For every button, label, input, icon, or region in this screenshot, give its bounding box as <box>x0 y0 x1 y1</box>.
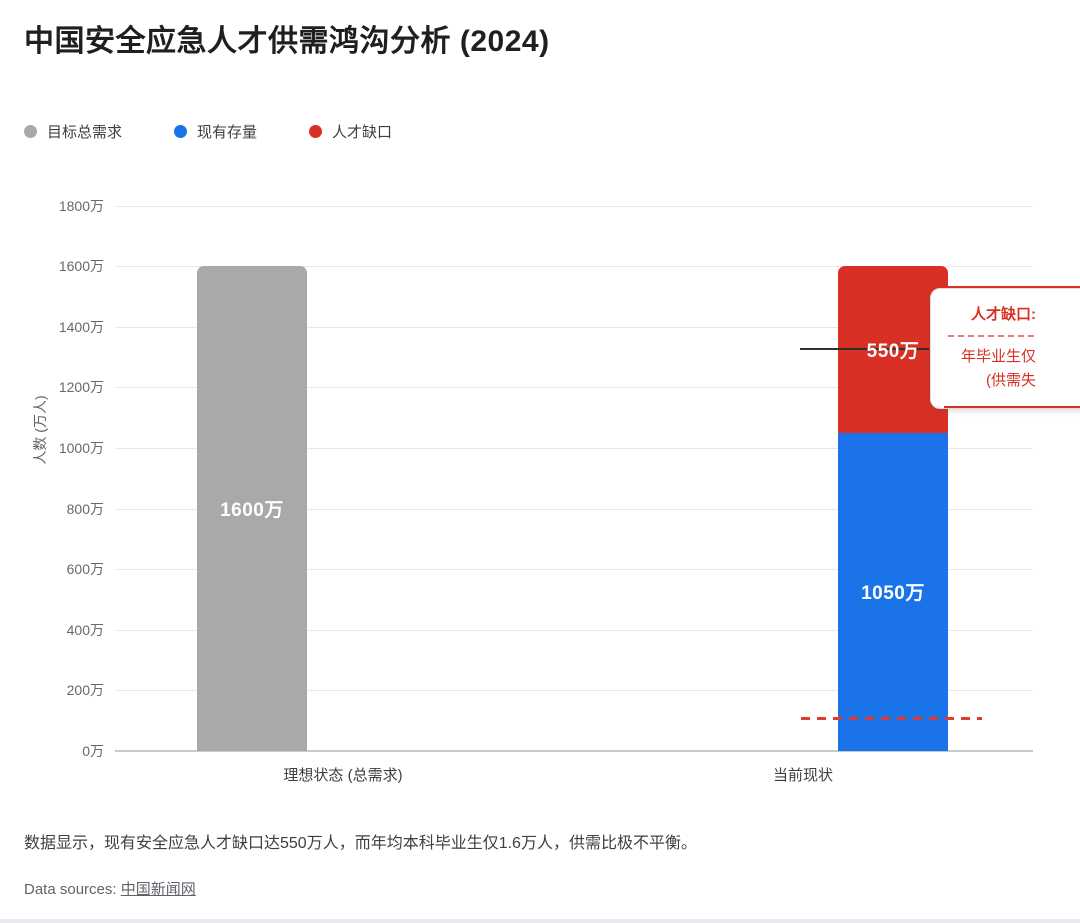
legend-item-target-demand[interactable]: 目标总需求 <box>24 121 122 142</box>
callout-leader-line <box>800 348 929 350</box>
chart-caption: 数据显示，现有安全应急人才缺口达550万人，而年均本科毕业生仅1.6万人，供需比… <box>24 835 697 852</box>
gridline-1000 <box>115 448 1033 449</box>
legend-label-target-demand: 目标总需求 <box>47 124 123 141</box>
bar-label-target-demand: 1600万 <box>220 500 284 522</box>
annotation-line-3: (供需失 <box>986 372 1036 389</box>
legend-dot-current-stock <box>174 125 188 138</box>
bar-label-current-stock: 1050万 <box>861 583 925 605</box>
annotation-dashed-separator <box>948 335 1034 337</box>
bar-target-demand <box>197 266 307 751</box>
legend-label-talent-gap: 人才缺口 <box>332 124 393 141</box>
legend-label-current-stock: 现有存量 <box>197 124 258 141</box>
x-axis-label-ideal: 理想状态 (总需求) <box>283 767 403 784</box>
data-sources: Data sources: 中国新闻网 <box>24 880 196 900</box>
gridline-1200 <box>115 387 1033 388</box>
y-tick-label: 1800万 <box>58 198 104 214</box>
gridline-1400 <box>115 327 1033 328</box>
y-tick-label: 600万 <box>66 561 104 577</box>
legend-dot-talent-gap <box>309 125 323 138</box>
chart-title: 中国安全应急人才供需鸿沟分析 (2024) <box>24 25 550 58</box>
y-tick-label: 1600万 <box>58 258 104 274</box>
x-axis-label-current: 当前现状 <box>772 767 833 784</box>
chart-legend: 目标总需求 现有存量 人才缺口 <box>24 121 392 142</box>
bar-label-talent-gap: 550万 <box>866 341 920 362</box>
gridline-200 <box>115 690 1033 691</box>
y-tick-label: 800万 <box>66 501 104 517</box>
y-tick-label: 1000万 <box>58 440 104 456</box>
y-tick-label: 400万 <box>66 622 104 638</box>
gridline-600 <box>115 569 1033 570</box>
gridline-1600 <box>115 266 1033 267</box>
gridline-0 <box>115 750 1033 752</box>
annotation-text-block: 人才缺口: 年毕业生仅 (供需失 <box>931 289 1036 408</box>
y-tick-label: 200万 <box>66 682 104 698</box>
annotation-title: 人才缺口: <box>971 306 1036 323</box>
gridline-400 <box>115 630 1033 631</box>
red-dashed-reference-line <box>801 717 982 720</box>
bottom-divider <box>0 919 1080 923</box>
annotation-border-bottom <box>944 406 1080 408</box>
data-sources-prefix: Data sources: <box>24 881 121 898</box>
annotation-callout: 人才缺口: 年毕业生仅 (供需失 <box>930 288 1080 409</box>
y-tick-label: 1200万 <box>58 379 104 395</box>
gridline-1800 <box>115 206 1033 207</box>
y-tick-label: 1400万 <box>58 319 104 335</box>
source-link[interactable]: 中国新闻网 <box>120 881 196 898</box>
annotation-border-top <box>944 286 1080 288</box>
legend-item-current-stock[interactable]: 现有存量 <box>174 121 257 142</box>
bar-current-stock <box>838 432 948 751</box>
gridline-800 <box>115 509 1033 510</box>
legend-dot-target-demand <box>24 125 37 138</box>
legend-item-talent-gap[interactable]: 人才缺口 <box>309 121 392 142</box>
y-tick-label: 0万 <box>82 743 104 759</box>
annotation-line-2: 年毕业生仅 <box>960 348 1036 365</box>
